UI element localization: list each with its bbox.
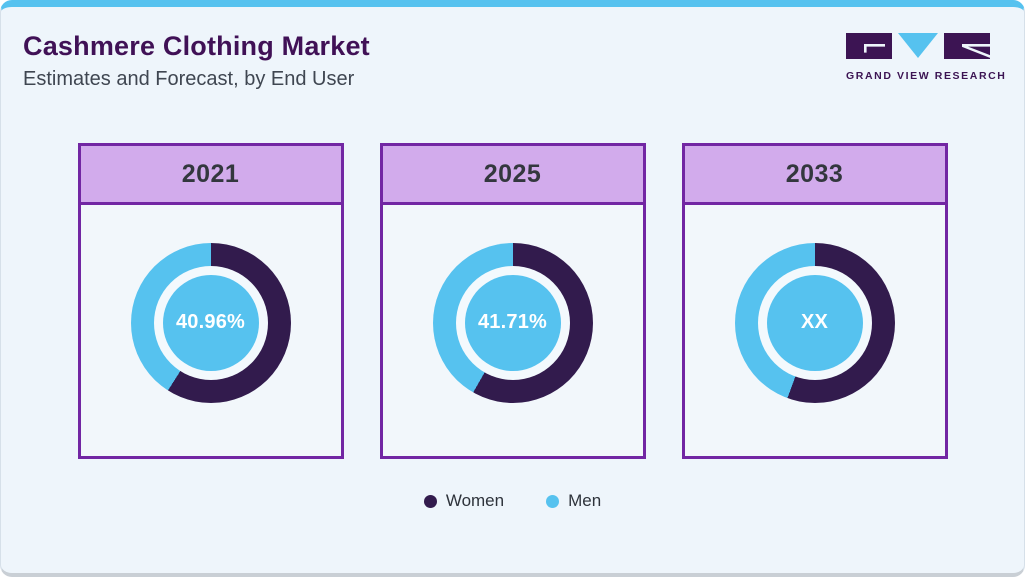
page-header: Cashmere Clothing Market Estimates and F… xyxy=(1,7,1024,91)
year-cards-row: 2021 40.96% 2025 41.71% 2033 xyxy=(1,143,1024,459)
brand-name: GRAND VIEW RESEARCH xyxy=(846,70,1007,82)
women-color-dot-icon xyxy=(423,494,437,508)
card-body: XX xyxy=(685,205,945,456)
donut-chart-2025: 41.71% xyxy=(432,242,593,403)
legend-item-men: Men xyxy=(546,491,601,511)
year-label: 2025 xyxy=(382,146,643,205)
men-color-dot-icon xyxy=(546,494,560,508)
donut-center-value: 40.96% xyxy=(162,274,259,371)
year-label: 2021 xyxy=(80,146,341,205)
year-label: 2033 xyxy=(684,146,945,205)
donut-chart-2021: 40.96% xyxy=(130,242,291,403)
year-card-2021: 2021 40.96% xyxy=(77,143,344,459)
card-body: 41.71% xyxy=(383,205,643,456)
legend-label-men: Men xyxy=(568,491,602,510)
page-subtitle: Estimates and Forecast, by End User xyxy=(23,68,355,90)
legend-label-women: Women xyxy=(445,491,505,510)
year-card-2025: 2025 41.71% xyxy=(379,143,646,459)
year-card-2033: 2033 XX xyxy=(681,143,948,459)
card-body: 40.96% xyxy=(81,205,341,456)
legend-item-women: Women xyxy=(423,491,505,511)
chart-legend: Women Men xyxy=(1,491,1024,511)
donut-center-value: XX xyxy=(766,274,863,371)
donut-center-value: 41.71% xyxy=(464,274,561,371)
gvr-logo-icon xyxy=(846,33,990,59)
brand-logo: GRAND VIEW RESEARCH xyxy=(846,33,1007,82)
page-title: Cashmere Clothing Market xyxy=(23,31,370,61)
donut-chart-2033: XX xyxy=(734,242,895,403)
